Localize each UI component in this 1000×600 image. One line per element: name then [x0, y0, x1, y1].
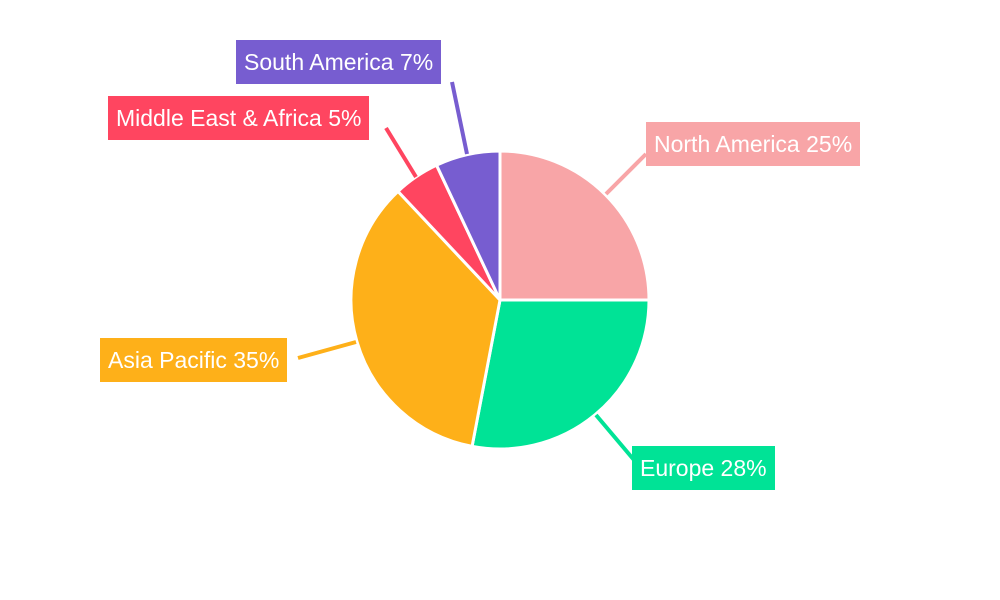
data-label: Asia Pacific 35% [100, 338, 288, 382]
data-label: South America 7% [236, 40, 442, 84]
pie-slice-europe[interactable] [470, 298, 651, 451]
data-label-value: 28% [714, 455, 767, 481]
data-label: Middle East & Africa 5% [108, 96, 370, 140]
pie-slice-north-america[interactable] [498, 149, 651, 302]
data-label: Europe 28% [632, 446, 775, 490]
data-label-name: Middle East & Africa [116, 105, 322, 131]
leader-line [450, 81, 469, 155]
pie-slice-south-america[interactable] [435, 149, 502, 302]
data-label-name: Asia Pacific [108, 347, 227, 373]
data-label-name: North America [654, 131, 800, 157]
data-label-value: 5% [321, 105, 362, 131]
leader-line [384, 126, 418, 179]
data-label: North America 25% [646, 122, 861, 166]
leader-line [297, 340, 357, 360]
pie-slice-asia-pacific[interactable] [349, 189, 502, 448]
leader-line [594, 413, 636, 462]
data-label-value: 35% [226, 347, 280, 373]
data-label-name: Europe [640, 455, 715, 481]
data-label-value: 25% [799, 131, 853, 157]
leader-line [604, 152, 648, 196]
data-label-name: South America [244, 49, 394, 75]
data-label-value: 7% [393, 49, 434, 75]
